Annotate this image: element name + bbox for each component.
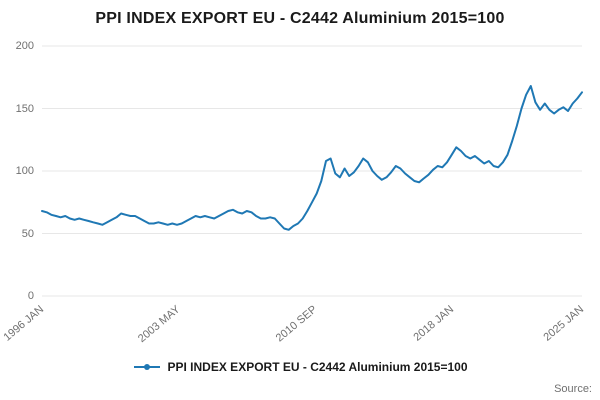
- source-label: Source:: [554, 383, 592, 395]
- series-line: [41, 85, 583, 231]
- y-tick-label: 0: [27, 290, 34, 302]
- chart-title: PPI INDEX EXPORT EU - C2442 Aluminium 20…: [95, 10, 505, 27]
- y-tick-label: 200: [15, 40, 34, 52]
- y-tick-label: 50: [21, 227, 34, 240]
- y-tick-label: 100: [15, 165, 34, 177]
- legend-line-marker: [133, 364, 160, 370]
- y-tick-label: 150: [15, 102, 34, 115]
- legend-item[interactable]: PPI INDEX EXPORT EU - C2442 Aluminium 20…: [0, 360, 600, 374]
- legend-label: PPI INDEX EXPORT EU - C2442 Aluminium 20…: [167, 360, 468, 374]
